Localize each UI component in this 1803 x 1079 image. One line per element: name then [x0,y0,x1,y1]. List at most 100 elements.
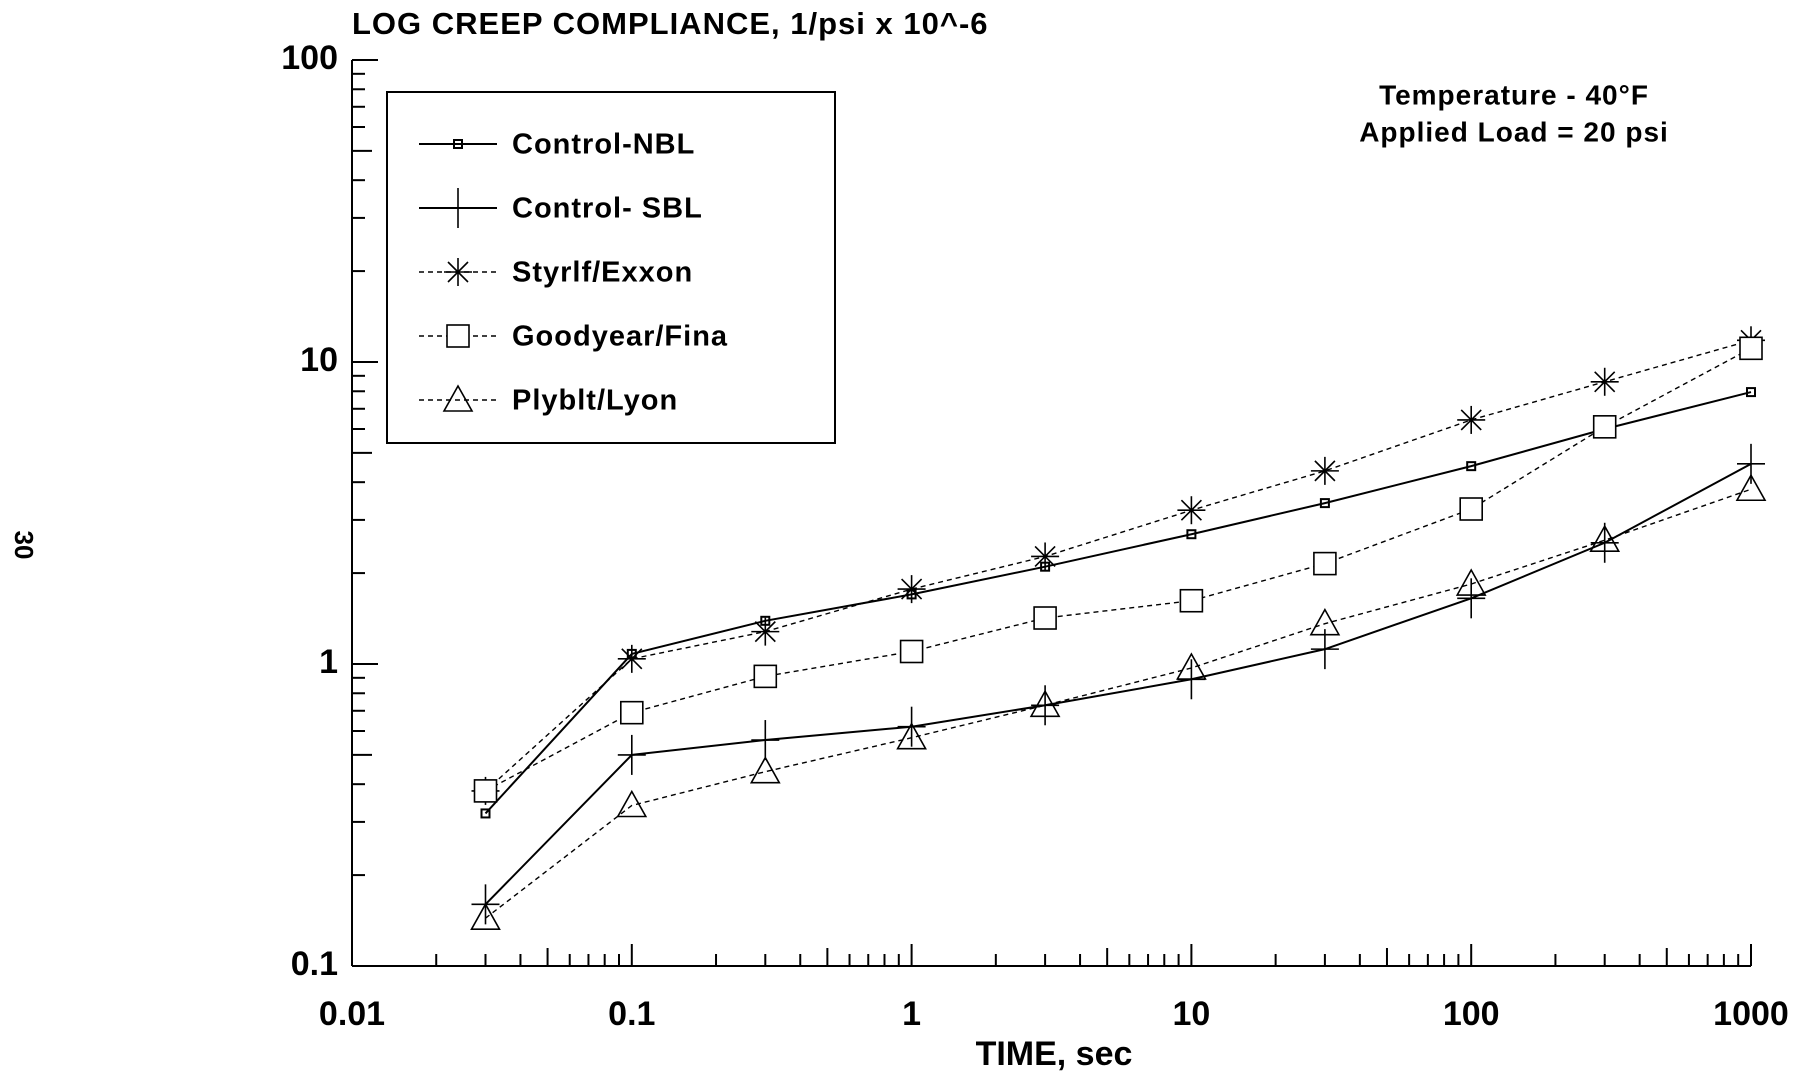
marker-part [899,639,924,664]
marker [1466,461,1477,472]
marker [751,720,780,761]
y-tick-label: 10 [300,341,338,379]
marker [896,722,927,750]
series-line [485,488,1752,919]
legend-label: Plyblt/Lyon [512,385,678,417]
marker [1457,578,1486,619]
marker [1455,568,1487,596]
marker [1735,473,1767,502]
marker-part [1319,498,1330,509]
y-tick-label: 0.1 [291,945,338,983]
marker [899,639,924,664]
marker [446,324,470,348]
x-tick-label: 0.1 [608,995,655,1033]
marker [1176,652,1207,680]
marker-part [1176,652,1207,680]
series-line [485,347,1752,792]
marker [1310,456,1339,485]
marker [1031,542,1060,571]
marker-part [754,621,776,643]
marker-part [442,384,474,412]
marker-part [896,722,927,750]
marker-part [1746,387,1756,398]
marker [751,617,780,646]
legend-label: Goodyear/Fina [512,321,728,353]
marker-part [1459,497,1483,521]
page-number: 30 [9,531,39,560]
marker-part [1314,460,1336,482]
marker [1309,608,1341,636]
marker [1177,496,1206,525]
marker [1746,387,1756,398]
series-line [484,391,1752,815]
marker [1739,336,1763,361]
marker-part [1180,499,1202,521]
marker-part [901,578,923,600]
marker [619,700,644,725]
y-tick-label: 100 [281,39,338,77]
marker-part [1309,608,1341,636]
legend-label: Control- SBL [512,193,703,225]
legend-label: Styrlf/Exxon [512,257,693,289]
marker-part [753,664,778,689]
marker-part [1592,415,1617,439]
marker [1033,606,1057,630]
marker-part [749,756,781,784]
marker-part [446,324,470,348]
marker-part [447,261,469,283]
marker-part [480,808,491,819]
marker [1186,529,1197,540]
marker [480,808,491,819]
marker-part [1034,545,1056,568]
marker [1313,551,1337,576]
marker-part [1739,336,1763,361]
marker [1592,415,1617,439]
marker-part [1735,473,1767,502]
marker [897,706,926,747]
marker-part [1455,568,1487,596]
x-tick-label: 1 [902,995,921,1033]
marker-part [1179,588,1204,613]
annotation: Applied Load = 20 psi [1359,116,1669,147]
marker-part [619,700,644,725]
marker [617,734,646,775]
marker-part [1466,461,1477,472]
marker [1319,498,1330,509]
marker [1737,443,1765,484]
marker [1459,497,1483,521]
marker [1457,405,1486,434]
marker [1179,588,1204,613]
marker-part [470,902,501,930]
y-tick-label: 1 [319,643,338,681]
marker-part [616,789,648,818]
x-tick-label: 0.01 [319,995,385,1033]
marker [442,384,474,412]
marker-part [1460,409,1482,431]
legend-label: Control-NBL [512,129,695,161]
marker [453,139,463,149]
marker [444,258,472,286]
marker [1589,524,1621,552]
marker-part [1589,524,1621,552]
marker [1310,629,1339,670]
annotation: Temperature - 40°F [1379,79,1649,110]
marker-part [453,139,463,149]
marker [444,188,472,228]
marker-part [1186,529,1197,540]
marker [470,902,501,930]
x-axis-label: TIME, sec [976,1035,1133,1073]
marker-part [473,779,498,803]
series-line [484,462,1752,906]
marker-part [1029,689,1061,718]
marker-part [621,648,643,670]
marker [753,664,778,689]
marker [473,779,498,803]
marker [749,756,781,784]
marker [616,789,648,818]
x-tick-label: 10 [1172,995,1210,1033]
chart-title: LOG CREEP COMPLIANCE, 1/psi x 10^-6 [352,6,989,41]
marker [1590,367,1619,396]
marker [897,575,926,604]
